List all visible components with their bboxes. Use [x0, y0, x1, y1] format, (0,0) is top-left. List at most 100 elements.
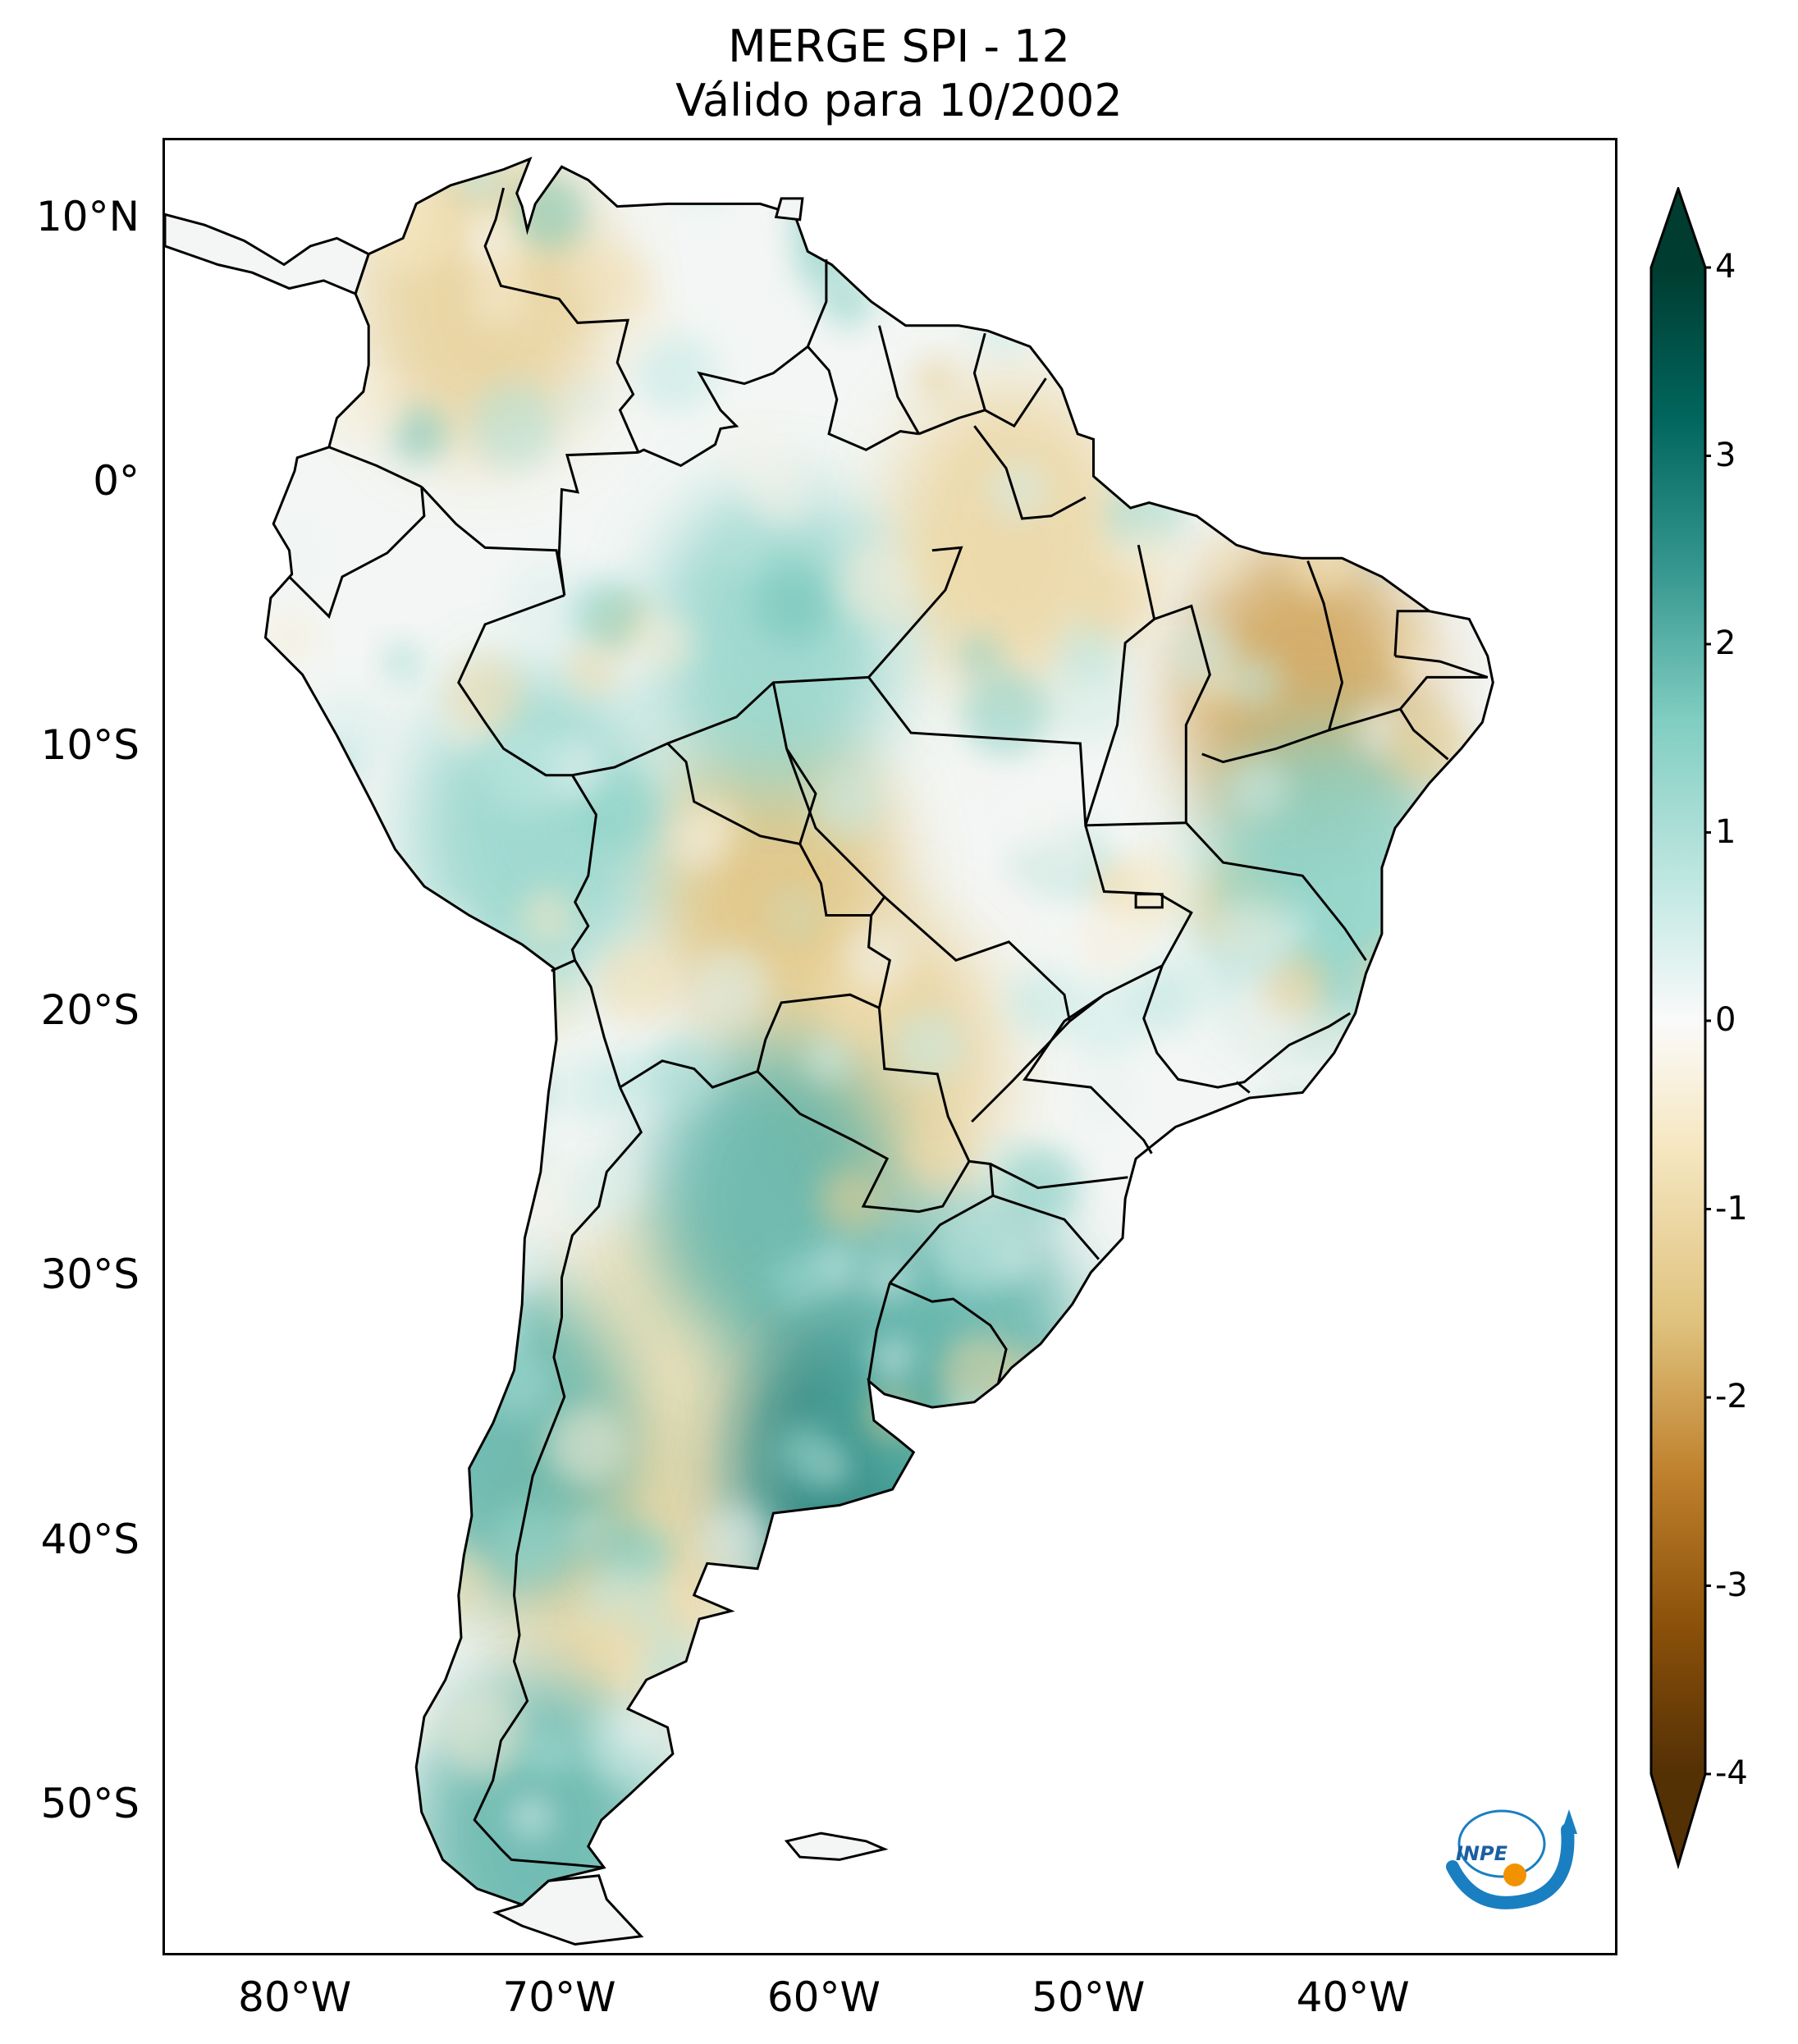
- spi-speckle: [1367, 1432, 1439, 1503]
- spi-speckle: [1448, 812, 1494, 889]
- spi-speckle: [1073, 1300, 1158, 1384]
- spi-speckle: [514, 1074, 550, 1111]
- spi-speckle: [265, 610, 319, 665]
- spi-speckle: [289, 1742, 338, 1791]
- spi-speckle: [265, 1598, 345, 1680]
- spi-speckle: [1262, 950, 1330, 1018]
- spi-speckle: [546, 1405, 626, 1485]
- spi-speckle: [467, 266, 530, 329]
- map-subtitle: Válido para 10/2002: [675, 75, 1123, 126]
- spi-speckle: [1176, 1515, 1213, 1552]
- spi-speckle: [1360, 513, 1415, 569]
- spi-speckle: [397, 1301, 483, 1388]
- spi-speckle: [1071, 232, 1126, 287]
- lat-tick-label: 20°S: [40, 985, 140, 1034]
- spi-speckle: [692, 946, 771, 1025]
- spi-speckle: [280, 1486, 357, 1563]
- spi-speckle: [910, 528, 990, 608]
- spi-speckle: [354, 1056, 409, 1110]
- svg-text:INPE: INPE: [1456, 1842, 1508, 1865]
- spi-speckle: [391, 406, 448, 463]
- spi-speckle: [419, 1085, 479, 1145]
- border-line: [473, 1086, 643, 1869]
- spi-speckle: [569, 1511, 606, 1548]
- lat-tick-label: 50°S: [40, 1779, 140, 1827]
- border-line: [972, 332, 1047, 428]
- spi-speckle: [480, 725, 569, 813]
- spi-speckle: [1280, 1257, 1352, 1328]
- spi-speckle: [582, 1610, 646, 1674]
- border-line: [867, 546, 963, 679]
- spi-speckle: [419, 1548, 492, 1620]
- lat-tick-label: 10°N: [35, 192, 140, 240]
- spi-speckle: [959, 634, 1001, 676]
- spi-speckle: [280, 827, 368, 915]
- spi-speckle: [1414, 515, 1475, 576]
- spi-speckle: [1109, 849, 1192, 932]
- spi-speckle: [813, 1452, 849, 1487]
- spi-speckle: [906, 1121, 969, 1185]
- spi-speckle: [381, 1085, 448, 1152]
- spi-speckle: [1290, 529, 1356, 596]
- spi-speckle: [1344, 1286, 1394, 1336]
- spi-speckle: [1334, 1423, 1412, 1501]
- spi-speckle: [904, 1695, 945, 1736]
- spi-speckle: [989, 1651, 1023, 1685]
- spi-speckle: [629, 610, 697, 677]
- spi-speckle: [1318, 1397, 1403, 1482]
- spi-speckle: [988, 185, 1041, 238]
- border-line: [877, 1008, 971, 1162]
- spi-speckle: [779, 894, 815, 931]
- spi-speckle: [572, 245, 653, 327]
- spi-speckle: [812, 770, 881, 839]
- spi-speckle: [1114, 1339, 1155, 1381]
- spi-speckle: [547, 293, 588, 335]
- tierra-del-fuego: [492, 1874, 644, 1946]
- lon-tick-label: 80°W: [238, 1973, 352, 2021]
- spi-speckle: [1149, 158, 1239, 249]
- spi-speckle: [703, 1505, 770, 1571]
- spi-speckle: [812, 1243, 859, 1291]
- colorbar-tick-label: 3: [1715, 436, 1736, 474]
- spi-speckle: [636, 1628, 710, 1702]
- spi-speckle: [1460, 1247, 1494, 1310]
- coastline: [263, 156, 1494, 1906]
- border-line: [570, 774, 598, 961]
- map-title: MERGE SPI - 12: [728, 21, 1070, 72]
- border-line: [420, 486, 566, 596]
- spi-speckle: [1196, 189, 1258, 251]
- spi-speckle: [333, 1498, 392, 1557]
- spi-speckle: [645, 1039, 714, 1108]
- spi-speckle: [1439, 987, 1494, 1045]
- colorbar-tick-label: -4: [1715, 1754, 1748, 1792]
- spi-speckle: [841, 517, 875, 551]
- spi-speckle: [382, 961, 437, 1015]
- spi-speckle: [1075, 1068, 1132, 1125]
- spi-speckle: [835, 1729, 909, 1804]
- spi-speckle: [389, 1066, 442, 1119]
- spi-speckle: [364, 1845, 432, 1905]
- spi-speckle: [1123, 1585, 1177, 1638]
- spi-speckle: [472, 1227, 544, 1299]
- spi-speckle: [939, 1333, 1026, 1420]
- spi-speckle: [844, 920, 914, 990]
- border-line: [771, 682, 817, 844]
- spi-speckle: [364, 185, 454, 275]
- spi-speckle: [1234, 479, 1281, 526]
- spi-speckle: [490, 1303, 535, 1349]
- spi-speckle: [556, 1168, 617, 1230]
- spi-speckle: [626, 1526, 678, 1578]
- spi-speckle: [1472, 1278, 1494, 1319]
- spi-speckle: [1248, 1097, 1337, 1187]
- spi-speckle: [750, 1733, 809, 1792]
- spi-speckle: [382, 1078, 455, 1152]
- colorbar-tick-label: 2: [1715, 624, 1736, 662]
- spi-speckle: [1167, 316, 1215, 364]
- spi-speckle: [1425, 343, 1494, 422]
- spi-speckle: [1366, 1428, 1410, 1470]
- border-line: [867, 1283, 891, 1382]
- spi-anomaly-amazonas: [650, 487, 897, 799]
- trinidad-island: [774, 197, 804, 222]
- border-line: [756, 993, 881, 1072]
- spi-speckle: [1315, 1013, 1349, 1047]
